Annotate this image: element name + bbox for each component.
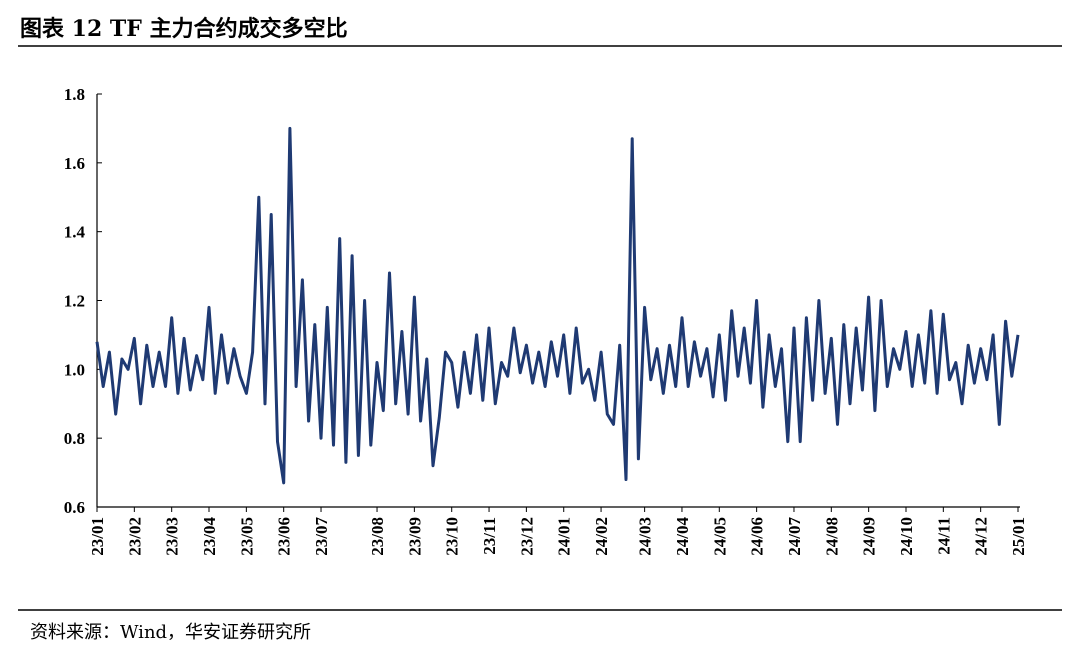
x-tick-label: 23/03: [163, 517, 182, 556]
x-tick-label: 23/04: [200, 517, 219, 556]
y-tick-label: 1.6: [64, 154, 85, 173]
x-tick-label: 24/01: [555, 517, 574, 556]
x-tick-label: 23/09: [405, 517, 424, 556]
chart-title: 图表 12 TF 主力合约成交多空比: [20, 16, 348, 42]
x-tick-label: 24/10: [897, 517, 916, 556]
x-tick-label: 23/11: [480, 517, 499, 555]
x-tick-label: 25/01: [1009, 517, 1028, 556]
x-tick-label: 23/07: [312, 517, 331, 556]
x-tick-label: 23/01: [88, 517, 107, 556]
y-tick-label: 1.0: [64, 360, 85, 379]
y-tick-label: 1.4: [64, 223, 86, 242]
x-tick-label: 23/12: [517, 517, 536, 556]
x-tick-label: 24/05: [710, 517, 729, 556]
x-tick-label: 24/02: [592, 517, 611, 556]
x-tick-label: 23/06: [275, 517, 294, 556]
x-tick-label: 24/12: [972, 517, 991, 556]
y-tick-label: 0.8: [64, 429, 85, 448]
source-note: 资料来源：Wind，华安证券研究所: [30, 622, 311, 643]
x-tick-label: 23/02: [125, 517, 144, 556]
x-tick-label: 23/08: [368, 517, 387, 556]
x-tick-label: 23/10: [443, 517, 462, 556]
x-tick-label: 24/09: [860, 517, 879, 556]
y-tick-label: 1.2: [64, 292, 85, 311]
x-tick-label: 24/06: [748, 517, 767, 556]
y-tick-label: 0.6: [64, 498, 85, 517]
x-tick-label: 24/03: [636, 517, 655, 556]
x-tick-label: 24/11: [934, 517, 953, 555]
x-tick-label: 24/04: [673, 517, 692, 556]
data-line: [95, 126, 1020, 485]
x-tick-label: 24/07: [785, 517, 804, 556]
x-tick-label: 24/08: [822, 517, 841, 556]
y-tick-label: 1.8: [64, 85, 85, 104]
x-tick-label: 23/05: [237, 517, 256, 556]
